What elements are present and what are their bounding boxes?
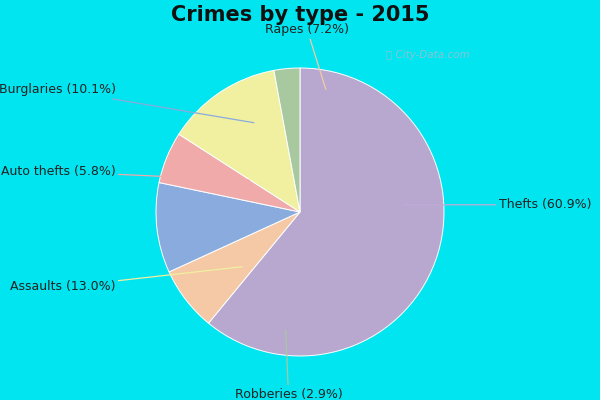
Text: ⓘ City-Data.com: ⓘ City-Data.com <box>386 50 469 60</box>
Wedge shape <box>179 70 300 212</box>
Text: Assaults (13.0%): Assaults (13.0%) <box>10 267 242 293</box>
Wedge shape <box>169 212 300 323</box>
Wedge shape <box>274 68 300 212</box>
Wedge shape <box>208 68 444 356</box>
Wedge shape <box>156 182 300 272</box>
Text: Thefts (60.9%): Thefts (60.9%) <box>404 198 591 211</box>
Wedge shape <box>159 134 300 212</box>
Text: Auto thefts (5.8%): Auto thefts (5.8%) <box>1 165 250 180</box>
Text: Robberies (2.9%): Robberies (2.9%) <box>235 330 343 400</box>
Text: Rapes (7.2%): Rapes (7.2%) <box>265 23 349 90</box>
Title: Crimes by type - 2015: Crimes by type - 2015 <box>171 5 429 25</box>
Text: Burglaries (10.1%): Burglaries (10.1%) <box>0 83 254 123</box>
